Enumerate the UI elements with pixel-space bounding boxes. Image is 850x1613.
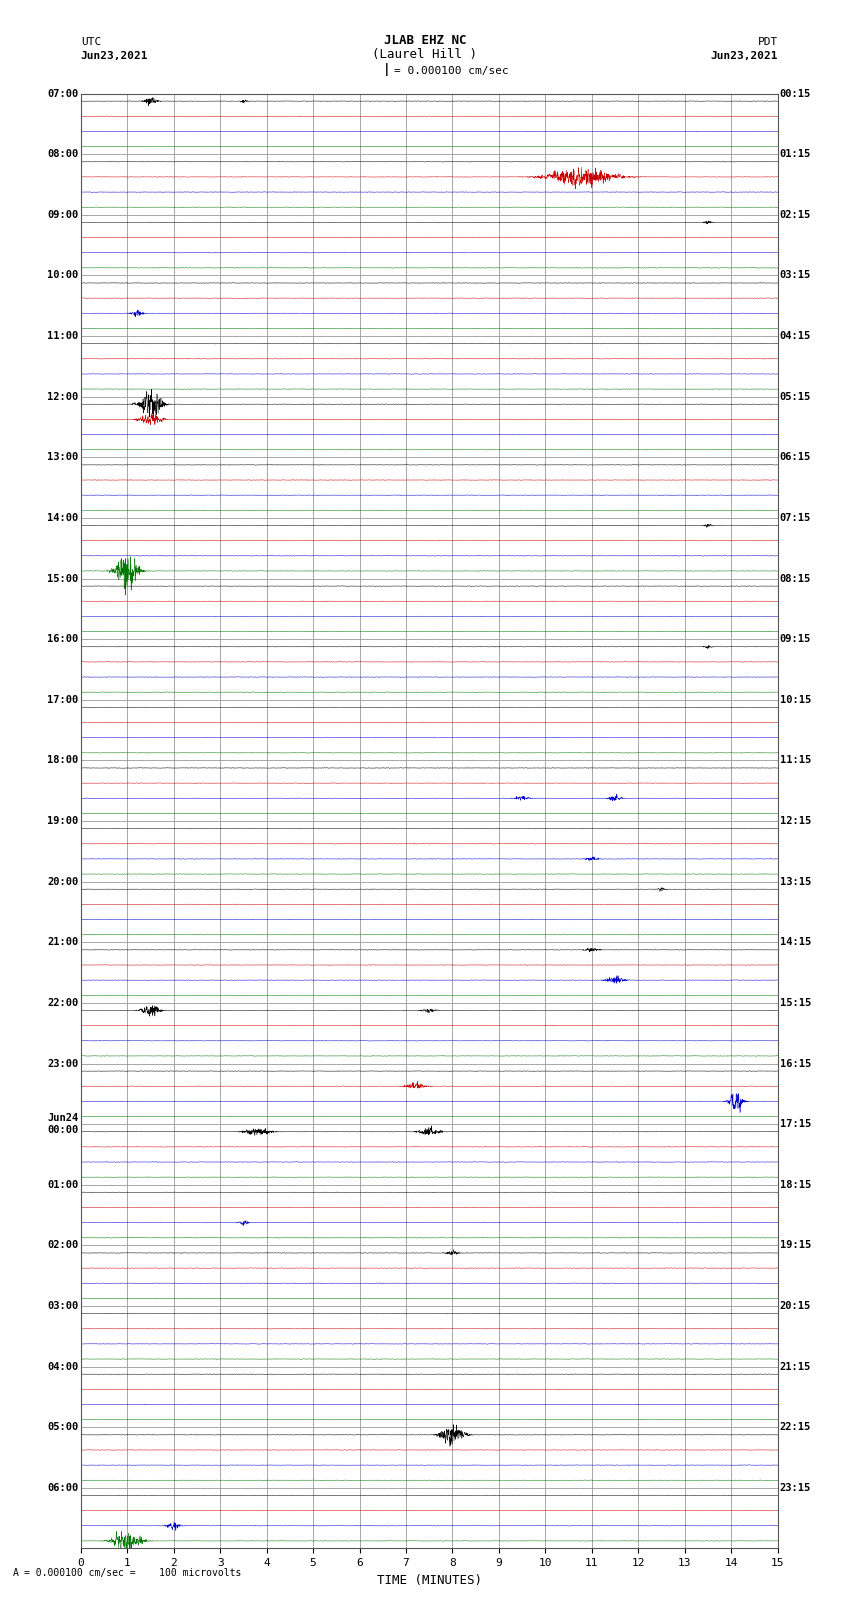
Text: Jun23,2021: Jun23,2021 — [81, 52, 148, 61]
Text: Jun24
00:00: Jun24 00:00 — [48, 1113, 79, 1136]
Text: 02:00: 02:00 — [48, 1240, 79, 1250]
Text: 15:00: 15:00 — [48, 574, 79, 584]
Text: 07:00: 07:00 — [48, 89, 79, 98]
Text: PDT: PDT — [757, 37, 778, 47]
Text: 13:00: 13:00 — [48, 452, 79, 463]
X-axis label: TIME (MINUTES): TIME (MINUTES) — [377, 1574, 482, 1587]
Text: 03:00: 03:00 — [48, 1302, 79, 1311]
Text: = 0.000100 cm/sec =    100 microvolts: = 0.000100 cm/sec = 100 microvolts — [24, 1568, 241, 1578]
Text: 21:15: 21:15 — [779, 1361, 811, 1371]
Text: 20:00: 20:00 — [48, 876, 79, 887]
Text: 10:00: 10:00 — [48, 271, 79, 281]
Text: 22:00: 22:00 — [48, 998, 79, 1008]
Text: 19:15: 19:15 — [779, 1240, 811, 1250]
Text: 23:15: 23:15 — [779, 1482, 811, 1494]
Text: 18:00: 18:00 — [48, 755, 79, 766]
Text: 16:00: 16:00 — [48, 634, 79, 644]
Text: 08:00: 08:00 — [48, 148, 79, 160]
Text: 10:15: 10:15 — [779, 695, 811, 705]
Text: Jun23,2021: Jun23,2021 — [711, 52, 778, 61]
Text: (Laurel Hill ): (Laurel Hill ) — [372, 48, 478, 61]
Text: 23:00: 23:00 — [48, 1058, 79, 1068]
Text: 02:15: 02:15 — [779, 210, 811, 219]
Text: 12:15: 12:15 — [779, 816, 811, 826]
Text: 06:00: 06:00 — [48, 1482, 79, 1494]
Text: 11:00: 11:00 — [48, 331, 79, 340]
Text: 00:15: 00:15 — [779, 89, 811, 98]
Text: 03:15: 03:15 — [779, 271, 811, 281]
Text: 16:15: 16:15 — [779, 1058, 811, 1068]
Text: = 0.000100 cm/sec: = 0.000100 cm/sec — [394, 66, 508, 76]
Text: 01:15: 01:15 — [779, 148, 811, 160]
Text: 01:00: 01:00 — [48, 1179, 79, 1190]
Text: 22:15: 22:15 — [779, 1423, 811, 1432]
Text: 05:15: 05:15 — [779, 392, 811, 402]
Text: 06:15: 06:15 — [779, 452, 811, 463]
Text: 04:00: 04:00 — [48, 1361, 79, 1371]
Text: 14:15: 14:15 — [779, 937, 811, 947]
Text: 13:15: 13:15 — [779, 876, 811, 887]
Text: 15:15: 15:15 — [779, 998, 811, 1008]
Text: JLAB EHZ NC: JLAB EHZ NC — [383, 34, 467, 47]
Text: 09:15: 09:15 — [779, 634, 811, 644]
Text: 08:15: 08:15 — [779, 574, 811, 584]
Text: 21:00: 21:00 — [48, 937, 79, 947]
Text: |: | — [383, 63, 390, 76]
Text: 07:15: 07:15 — [779, 513, 811, 523]
Text: 18:15: 18:15 — [779, 1179, 811, 1190]
Text: 17:15: 17:15 — [779, 1119, 811, 1129]
Text: 09:00: 09:00 — [48, 210, 79, 219]
Text: 12:00: 12:00 — [48, 392, 79, 402]
Text: 17:00: 17:00 — [48, 695, 79, 705]
Text: A: A — [13, 1568, 19, 1578]
Text: 14:00: 14:00 — [48, 513, 79, 523]
Text: 20:15: 20:15 — [779, 1302, 811, 1311]
Text: 04:15: 04:15 — [779, 331, 811, 340]
Text: 05:00: 05:00 — [48, 1423, 79, 1432]
Text: 19:00: 19:00 — [48, 816, 79, 826]
Text: UTC: UTC — [81, 37, 101, 47]
Text: 11:15: 11:15 — [779, 755, 811, 766]
